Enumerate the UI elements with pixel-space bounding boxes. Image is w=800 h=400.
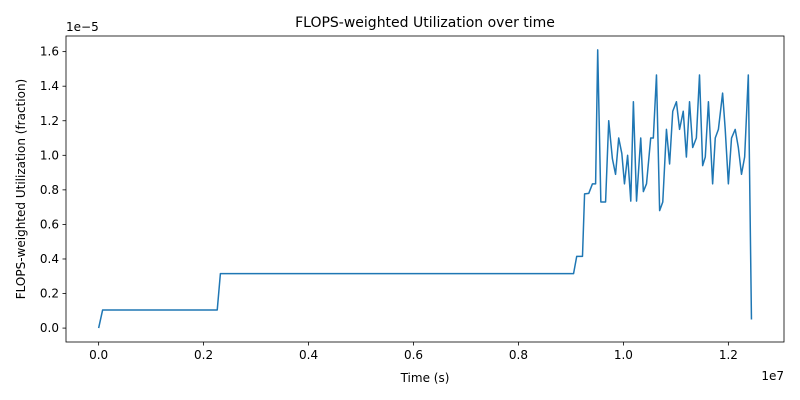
x-tick-label: 0.8	[509, 348, 528, 362]
y-tick-label: 1.0	[40, 148, 59, 162]
y-tick-label: 1.2	[40, 114, 59, 128]
x-offset-label: 1e7	[761, 369, 784, 383]
y-offset-label: 1e−5	[66, 20, 99, 34]
chart-title: FLOPS-weighted Utilization over time	[295, 15, 555, 31]
y-tick-label: 0.0	[40, 321, 59, 335]
y-tick-label: 0.8	[40, 183, 59, 197]
y-tick-label: 1.6	[40, 45, 59, 59]
x-axis-label: Time (s)	[400, 371, 450, 385]
x-tick-label: 0.4	[299, 348, 318, 362]
y-tick-label: 1.4	[40, 79, 59, 93]
y-tick-label: 0.4	[40, 252, 59, 266]
x-tick-label: 0.2	[194, 348, 213, 362]
plot-frame	[65, 35, 785, 343]
x-tick-label: 1.0	[614, 348, 633, 362]
x-tick-label: 0.0	[89, 348, 108, 362]
x-tick-label: 1.2	[719, 348, 738, 362]
y-tick-label: 0.2	[40, 287, 59, 301]
data-line	[97, 49, 753, 329]
x-tick-label: 0.6	[404, 348, 423, 362]
y-axis-label: FLOPS-weighted Utilization (fraction)	[14, 79, 28, 299]
y-tick-label: 0.6	[40, 217, 59, 231]
